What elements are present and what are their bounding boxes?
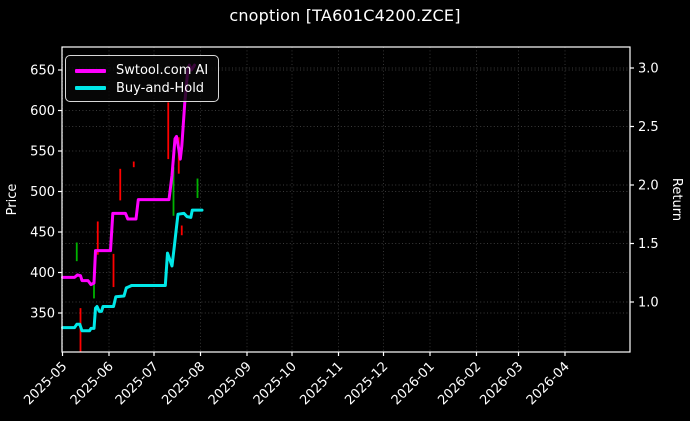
date-tick-label: 2025-05: [21, 359, 70, 408]
price-tick-label: 550: [30, 145, 55, 160]
left-axis-label: Price: [5, 184, 20, 216]
axis-labels: Price Return: [5, 178, 684, 221]
date-tick-label: 2025-10: [251, 359, 300, 408]
gridlines: [62, 47, 630, 352]
legend-label-buyhold: Buy-and-Hold: [116, 80, 205, 96]
return-tick-label: 3.0: [638, 62, 659, 77]
date-tick-label: 2025-07: [113, 359, 162, 408]
date-tick-label: 2026-02: [435, 359, 484, 408]
date-tick-label: 2025-06: [68, 359, 117, 408]
legend-item-buyhold: Buy-and-Hold: [75, 80, 209, 98]
price-tick-label: 350: [30, 307, 55, 322]
legend-label-ai: Swtool.com AI: [116, 63, 209, 79]
date-tick-label: 2026-04: [524, 359, 573, 408]
return-tick-label: 1.5: [638, 237, 659, 252]
date-tick-label: 2025-12: [342, 359, 391, 408]
price-tick-label: 500: [30, 185, 55, 200]
ai-line-swatch: [75, 68, 106, 73]
ticks: [58, 67, 634, 356]
date-tick-label: 2025-08: [159, 359, 208, 408]
price-tick-label: 650: [30, 64, 55, 79]
price-tick-label: 400: [30, 266, 55, 281]
return-tick-label: 2.5: [638, 120, 659, 135]
date-tick-label: 2025-11: [297, 359, 346, 408]
return-tick-label: 2.0: [638, 179, 659, 194]
series-buy-and-hold: [61, 208, 204, 333]
plot-border: [61, 46, 631, 353]
price-tick-label: 600: [30, 104, 55, 119]
legend-box: Swtool.com AI Buy-and-Hold: [65, 55, 219, 102]
tick-labels: 350 400 450 500 550 600 650 1.0 1.5 2.0 2.5 3.0 2025…: [21, 62, 658, 409]
return-tick-label: 1.0: [638, 296, 659, 311]
right-axis-label: Return: [669, 178, 684, 221]
buyhold-line-swatch: [75, 86, 106, 91]
price-tick-label: 450: [30, 226, 55, 241]
chart-title: cnoption [TA601C4200.ZCE]: [229, 6, 461, 25]
date-tick-label: 2026-03: [477, 359, 526, 408]
legend-item-ai: Swtool.com AI: [75, 62, 209, 80]
line-buy-and-hold: [61, 208, 204, 333]
date-tick-label: 2025-09: [206, 359, 255, 408]
plot-spines: [61, 46, 631, 353]
date-tick-label: 2026-01: [389, 359, 438, 408]
